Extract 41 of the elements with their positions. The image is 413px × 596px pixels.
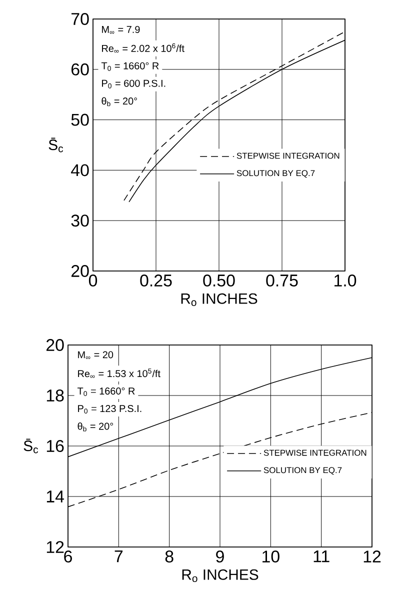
y-tick-label: 18 (46, 390, 64, 402)
y-tick-label: 50 (71, 114, 89, 126)
x-tick-label: 1.0 (334, 274, 356, 287)
annotation: Re$_{∞}$ = 1.53 x 10$^{5}$/ft (78, 368, 160, 378)
y-tick-label: 60 (72, 63, 89, 76)
x-tick-label: 7 (114, 550, 123, 562)
annotation: T$_{0}$ = 1660° R (77, 388, 135, 396)
x-tick-label: 12 (364, 550, 381, 562)
legend-label: STEPWISE INTEGRATION (236, 152, 340, 159)
y-tick-label: 20 (46, 339, 64, 352)
y-tick-label: 20 (72, 265, 89, 277)
annotation: θ$_{b}$ = 20° (102, 97, 137, 106)
annotation: P$_{0}$ = 600 P.S.I. (102, 80, 166, 88)
annotation: M$_{∞}$ = 7.9 (102, 26, 140, 34)
legend-label: SOLUTION BY EQ.7 (236, 170, 315, 178)
x-tick-label: 0.75 (266, 274, 298, 287)
y-tick-label: 14 (46, 490, 64, 502)
x-tick-label: 6 (64, 550, 72, 563)
x-tick-label: 11 (314, 550, 330, 562)
y-tick-label: 30 (71, 214, 89, 227)
annotation: M$_{∞}$ = 20 (78, 351, 114, 359)
legend-label: SOLUTION BY EQ.7 (264, 467, 342, 475)
annotation: θ$_{b}$ = 20° (78, 422, 113, 432)
x-tick-label: 8 (165, 550, 174, 563)
y-axis-title: S̄$_{c}$ (48, 138, 64, 152)
x-tick-label: 0 (88, 274, 98, 287)
x-axis-title: R$_{o}$ INCHES (182, 569, 258, 582)
y-axis-title: S̄$_{c}$ (24, 438, 38, 454)
legend-label: STEPWISE INTEGRATION (264, 450, 366, 456)
x-tick-label: 0.50 (203, 274, 235, 287)
y-tick-label: 40 (71, 164, 89, 176)
annotation: Re$_{∞}$ = 2.02 x 10$^{6}$/ft (102, 43, 184, 53)
x-tick-label: 0.25 (140, 274, 172, 287)
x-axis-title: R$_{o}$ INCHES (181, 293, 258, 306)
x-tick-label: 10 (262, 550, 280, 563)
x-tick-label: 9 (216, 550, 224, 563)
y-tick-label: 16 (46, 440, 64, 452)
annotation: T$_{0}$ = 1660° R (101, 62, 159, 71)
y-tick-label: 70 (72, 12, 89, 25)
annotation: P$_{0}$ = 123 P.S.I. (78, 405, 142, 414)
y-tick-label: 12 (46, 541, 64, 553)
